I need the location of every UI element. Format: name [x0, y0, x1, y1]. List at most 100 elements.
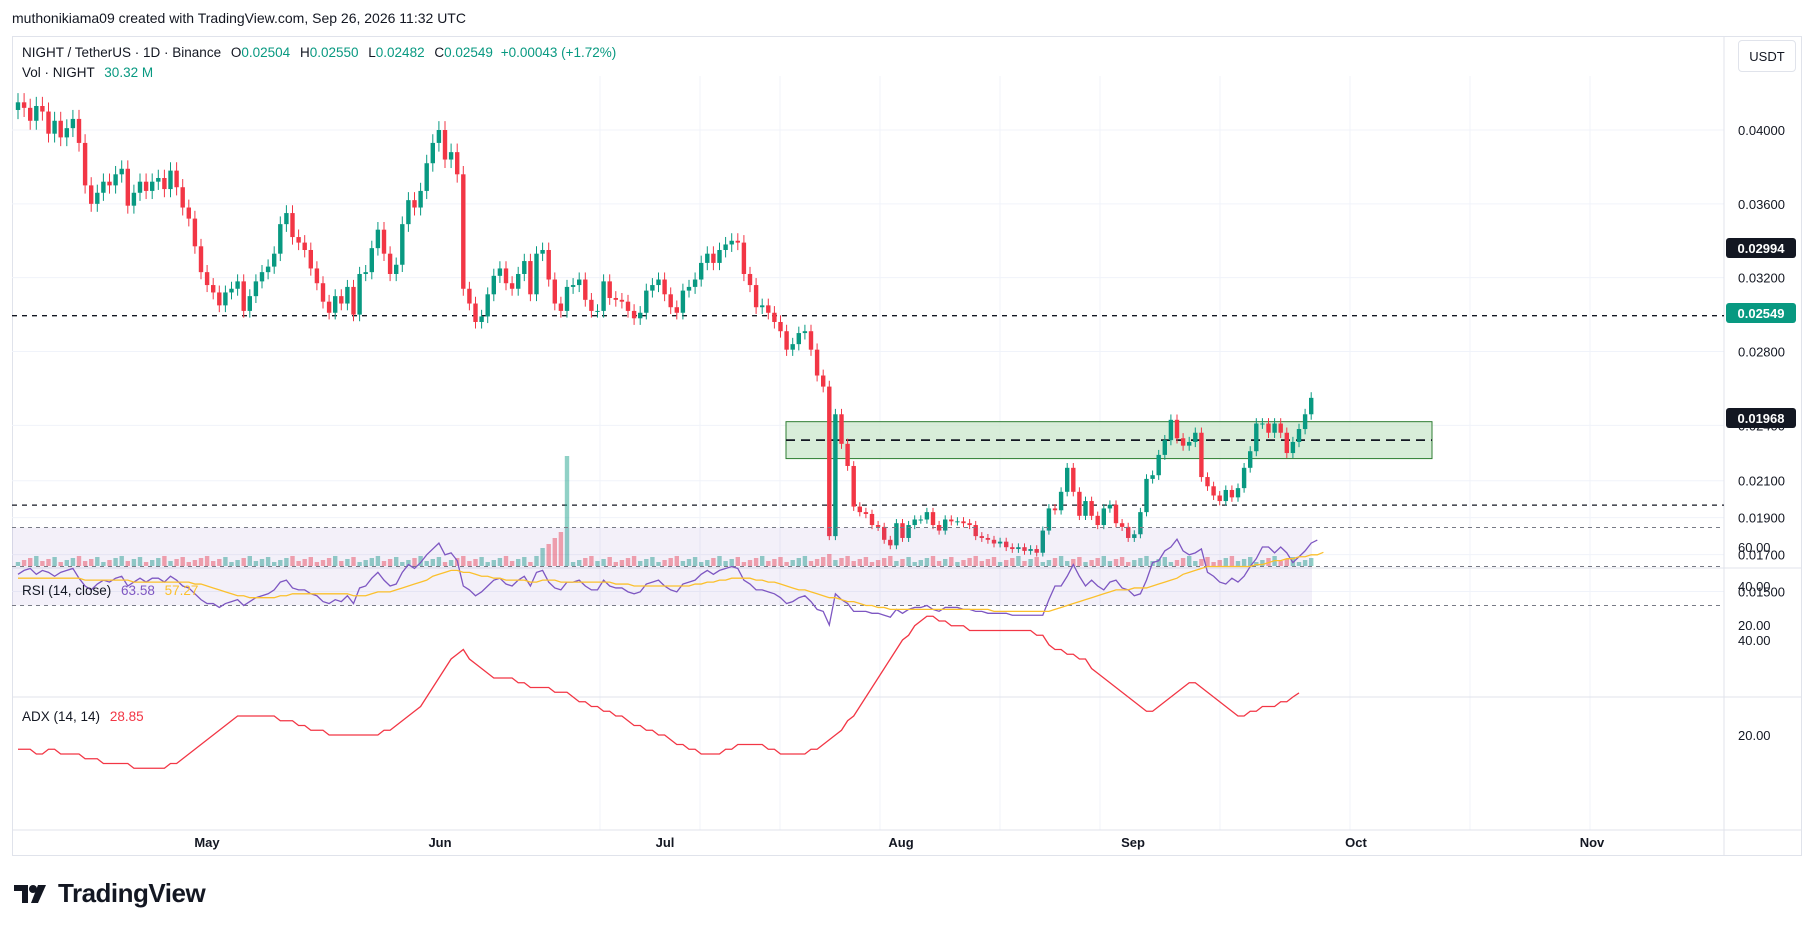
candle-body — [564, 286, 570, 311]
volume-bar — [150, 560, 155, 566]
price-axis-tick: 0.01700 — [1738, 548, 1785, 563]
candle-body — [333, 296, 338, 313]
adx-label[interactable]: ADX (14, 14) — [22, 709, 101, 724]
chart-attribution: muthonikiama09 created with TradingView.… — [12, 10, 466, 26]
volume-bar — [583, 558, 588, 566]
volume-bar — [467, 561, 472, 566]
volume-bar — [1241, 559, 1247, 566]
high-value: 0.02550 — [309, 45, 359, 60]
candle-body — [52, 120, 57, 134]
symbol-title[interactable]: NIGHT / TetherUS · 1D · Binance — [22, 45, 222, 60]
currency-button[interactable]: USDT — [1738, 40, 1796, 72]
candle-body — [1058, 491, 1064, 511]
rsi-legend: RSI (14, close) 63.58 57.27 — [22, 583, 198, 598]
candle-body — [64, 128, 69, 138]
volume-bar — [705, 560, 710, 566]
candle-body — [418, 190, 423, 208]
candle-body — [583, 279, 588, 300]
candle-body — [778, 321, 783, 332]
price-axis-tick: 0.03200 — [1738, 271, 1785, 286]
tradingview-logo[interactable]: TradingView — [14, 878, 206, 909]
candle-body — [888, 539, 893, 546]
candle-body — [131, 192, 137, 206]
volume-bar — [28, 558, 33, 566]
volume-bar — [308, 557, 313, 566]
volume-bar — [650, 557, 655, 566]
candle-body — [851, 465, 856, 507]
volume-bar — [692, 557, 698, 566]
volume-bar — [387, 559, 393, 566]
volume-bar — [613, 562, 618, 566]
resistance-price-tag: 0.02994 — [1726, 238, 1796, 258]
candle-body — [1034, 549, 1039, 553]
volume-bar — [833, 560, 838, 566]
adx-axis-tick: 40.00 — [1738, 633, 1771, 648]
candle-body — [95, 192, 100, 204]
volume-bar — [1095, 558, 1100, 566]
candle-body — [1290, 441, 1296, 454]
candle-body — [253, 281, 259, 297]
candle-body — [790, 344, 795, 350]
volume-value: 30.32 M — [104, 65, 154, 80]
volume-bar — [1180, 558, 1186, 566]
candle-body — [1193, 432, 1198, 442]
candle-body — [997, 541, 1003, 544]
candle-body — [211, 285, 216, 293]
candle-body — [320, 283, 326, 302]
volume-bar — [570, 562, 576, 566]
candle-body — [662, 279, 667, 295]
volume-bar — [1229, 556, 1235, 566]
open-label: O — [230, 45, 242, 60]
volume-bar — [351, 557, 356, 566]
volume-bar — [699, 562, 704, 566]
candle-body — [442, 130, 448, 160]
candle-body — [1187, 441, 1192, 446]
volume-bar — [924, 558, 930, 566]
candle-body — [1126, 526, 1131, 538]
candle-body — [1241, 467, 1247, 489]
volume-bar — [1089, 560, 1094, 566]
candle-body — [1180, 438, 1186, 446]
candle-body — [711, 253, 716, 263]
volume-bar — [400, 562, 405, 566]
volume-bar — [192, 560, 198, 566]
volume-bar — [461, 556, 466, 566]
time-axis-tick: Nov — [1580, 835, 1605, 850]
candle-body — [1302, 414, 1308, 430]
candle-body — [394, 264, 399, 274]
candle-body — [467, 288, 472, 304]
volume-label[interactable]: Vol · NIGHT — [22, 65, 95, 80]
chart-frame — [12, 36, 1802, 856]
candle-body — [1004, 541, 1009, 548]
volume-bar — [1132, 560, 1137, 566]
candle-body — [814, 349, 820, 376]
candle-body — [1199, 432, 1204, 478]
candle-body — [387, 253, 393, 274]
time-axis-tick: Jun — [428, 835, 451, 850]
candle-body — [1052, 508, 1058, 511]
volume-bar — [711, 558, 716, 566]
volume-bar — [1071, 559, 1076, 566]
candle-body — [461, 174, 466, 289]
candle-body — [613, 297, 618, 300]
candle-body — [644, 290, 649, 313]
volume-bar — [1211, 562, 1216, 566]
candle-body — [247, 296, 252, 311]
volume-bar — [1156, 559, 1161, 566]
candle-body — [656, 279, 661, 286]
candle-body — [406, 200, 411, 225]
volume-bar — [930, 556, 936, 566]
candle-body — [1101, 508, 1106, 526]
volume-bar — [58, 562, 63, 566]
candle-body — [479, 316, 484, 322]
volume-bar — [845, 556, 850, 566]
volume-bar — [119, 556, 124, 566]
rsi-label[interactable]: RSI (14, close) — [22, 583, 112, 598]
candle-body — [729, 240, 734, 245]
candle-body — [485, 294, 490, 317]
volume-bar — [778, 557, 783, 566]
candle-body — [619, 299, 625, 302]
candle-body — [400, 224, 405, 265]
candle-body — [357, 273, 362, 315]
